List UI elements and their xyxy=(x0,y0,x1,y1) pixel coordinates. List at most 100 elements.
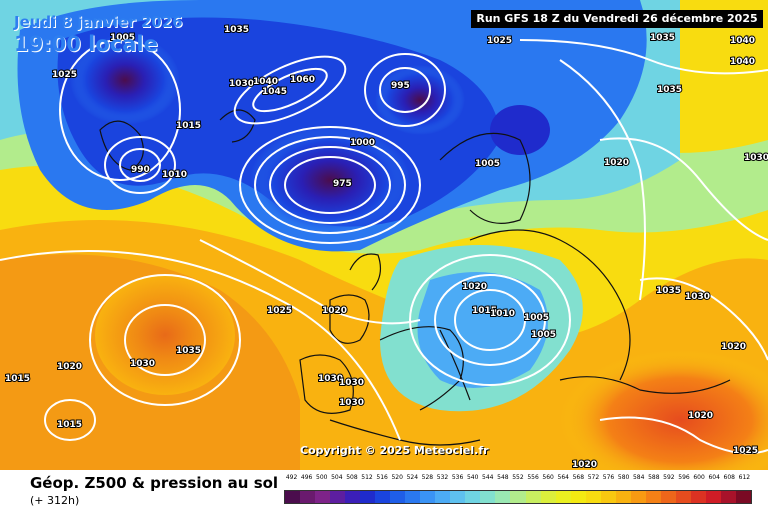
pressure-label: 1035 xyxy=(650,33,675,43)
color-scale-tick: 580 xyxy=(617,474,630,481)
copyright-text: Copyright © 2025 Meteociel.fr xyxy=(300,444,489,457)
color-scale-tick: 528 xyxy=(421,474,434,481)
pressure-label: 1040 xyxy=(730,36,755,46)
color-scale-swatch xyxy=(570,491,586,503)
color-scale-swatch xyxy=(285,491,301,503)
pressure-label: 1030 xyxy=(229,79,254,89)
pressure-label: 1030 xyxy=(339,398,364,408)
pressure-label: 1035 xyxy=(657,85,682,95)
color-scale-swatch xyxy=(720,491,736,503)
color-scale-swatch xyxy=(450,491,466,503)
pressure-label: 995 xyxy=(391,81,410,91)
color-scale-tick: 552 xyxy=(512,474,524,481)
color-scale-tick: 544 xyxy=(482,474,494,481)
color-scale-tick: 508 xyxy=(346,474,358,481)
pressure-label: 1010 xyxy=(490,309,515,319)
color-scale-tick: 540 xyxy=(466,474,479,481)
color-scale-swatch xyxy=(690,491,706,503)
pressure-label: 1025 xyxy=(267,306,292,316)
pressure-label: 1025 xyxy=(52,70,77,80)
pressure-label: 1040 xyxy=(253,77,278,87)
subtropical-ridge xyxy=(95,275,235,395)
color-scale-tick: 556 xyxy=(527,474,539,481)
color-scale-swatch xyxy=(360,491,376,503)
color-scale-tick: 604 xyxy=(708,474,720,481)
weather-map: 1005 1025 1035 1030 1040 1045 1060 995 1… xyxy=(0,0,768,470)
pressure-label: 1010 xyxy=(162,170,187,180)
color-scale-tick: 576 xyxy=(602,474,615,481)
color-scale-tick: 504 xyxy=(331,474,343,481)
color-scale-labels: 492 496 500 504 508 512 516 520 524 528 532 536 540 5… xyxy=(284,474,752,486)
pressure-label: 1005 xyxy=(110,33,135,43)
pressure-label: 1040 xyxy=(730,57,755,67)
pressure-label: 1025 xyxy=(733,446,758,456)
color-scale-tick: 592 xyxy=(663,474,675,481)
pressure-label: 990 xyxy=(131,165,150,175)
color-scale-tick: 512 xyxy=(361,474,373,481)
color-scale-swatch xyxy=(630,491,646,503)
color-scale-tick: 500 xyxy=(316,474,328,481)
color-scale-tick: 596 xyxy=(678,474,690,481)
color-scale-swatch xyxy=(480,491,496,503)
color-scale-swatch xyxy=(315,491,331,503)
low-pressure-baltic xyxy=(490,105,550,155)
pressure-label: 1030 xyxy=(744,153,768,163)
color-scale-swatch xyxy=(405,491,421,503)
color-scale-swatch xyxy=(540,491,556,503)
pressure-label: 1015 xyxy=(5,374,30,384)
color-scale-swatch xyxy=(615,491,631,503)
color-scale-swatch xyxy=(705,491,721,503)
valid-date: Jeudi 8 janvier 2026 xyxy=(14,13,183,31)
color-scale-swatch xyxy=(645,491,661,503)
low-pressure-core xyxy=(250,125,410,235)
color-scale-swatch xyxy=(510,491,526,503)
pressure-label: 1015 xyxy=(472,306,497,316)
color-scale-tick: 560 xyxy=(542,474,554,481)
pressure-label: 1035 xyxy=(656,286,681,296)
pressure-label: 1060 xyxy=(290,75,315,85)
pressure-label: 1020 xyxy=(688,411,713,421)
pressure-label: 1030 xyxy=(339,378,364,388)
pressure-label: 1000 xyxy=(350,138,375,148)
valid-time: 19:00 locale xyxy=(14,32,158,56)
color-scale-swatch xyxy=(675,491,691,503)
color-scale-swatch xyxy=(465,491,481,503)
pressure-label: 1020 xyxy=(604,158,629,168)
pressure-label: 1020 xyxy=(462,282,487,292)
color-scale-swatch xyxy=(435,491,451,503)
color-scale-tick: 496 xyxy=(300,474,313,481)
pressure-label: 1020 xyxy=(57,362,82,372)
color-scale-tick: 520 xyxy=(391,474,403,481)
color-scale-tick: 608 xyxy=(723,474,735,481)
pressure-label: 1045 xyxy=(262,87,287,97)
color-scale-tick: 584 xyxy=(632,474,645,481)
color-scale-tick: 588 xyxy=(648,474,660,481)
color-scale-swatch xyxy=(390,491,406,503)
pressure-label: 1005 xyxy=(531,330,556,340)
pressure-labels: 1005 1025 1035 1030 1040 1045 1060 995 1… xyxy=(4,24,768,470)
color-scale-tick: 612 xyxy=(738,474,751,481)
color-scale-swatch xyxy=(600,491,616,503)
color-scale-swatch xyxy=(525,491,541,503)
color-scale-swatch xyxy=(300,491,316,503)
pressure-label: 1005 xyxy=(524,313,549,323)
color-scale-swatch xyxy=(345,491,361,503)
isobars xyxy=(0,39,768,455)
pressure-label: 1035 xyxy=(224,25,249,35)
forecast-hour: (+ 312h) xyxy=(30,494,80,507)
color-scale-tick: 548 xyxy=(497,474,509,481)
color-scale-tick: 564 xyxy=(557,474,569,481)
run-info-banner: Run GFS 18 Z du Vendredi 26 décembre 202… xyxy=(471,10,763,28)
color-scale-tick: 516 xyxy=(376,474,388,481)
low-pressure-north xyxy=(70,35,180,125)
color-scale-tick: 492 xyxy=(285,474,298,481)
pressure-label: 1005 xyxy=(475,159,500,169)
color-scale-swatch xyxy=(420,491,436,503)
color-scale-swatch xyxy=(495,491,511,503)
pressure-label: 1030 xyxy=(130,359,155,369)
legend-footer: Géop. Z500 & pression au sol (+ 312h) 49… xyxy=(0,470,768,512)
color-scale-tick: 532 xyxy=(436,474,449,481)
color-scale-swatch xyxy=(660,491,676,503)
pressure-label: 1035 xyxy=(176,346,201,356)
